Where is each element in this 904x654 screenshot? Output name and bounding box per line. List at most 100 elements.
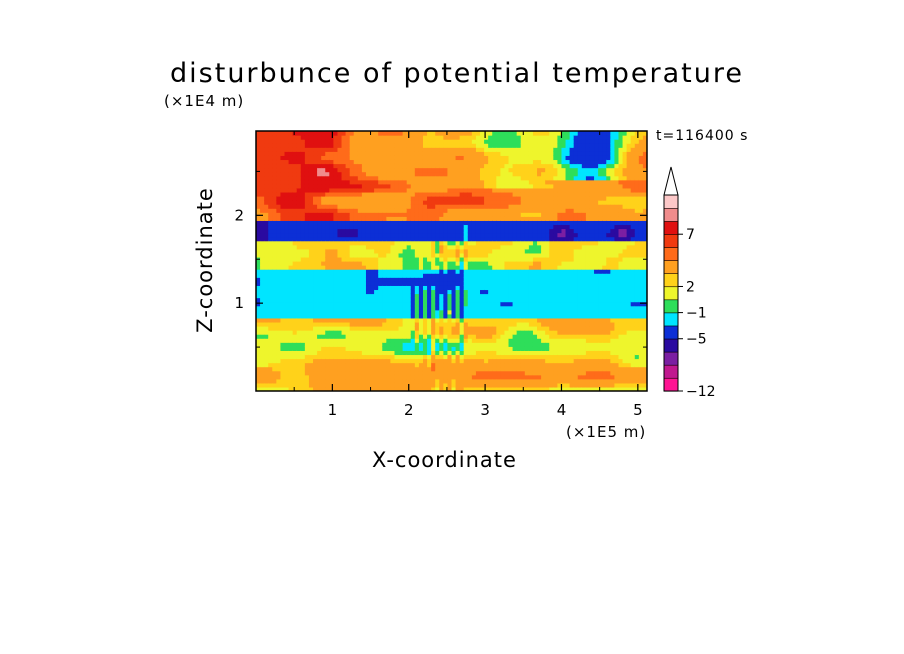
heatmap-cell — [467, 321, 473, 327]
heatmap-cell — [382, 265, 387, 270]
heatmap-cell — [292, 338, 298, 343]
heatmap-cell — [512, 179, 518, 185]
heatmap-cell — [504, 216, 510, 221]
heatmap-cell — [516, 232, 522, 238]
heatmap-cell — [414, 159, 420, 165]
heatmap-cell — [545, 131, 550, 136]
heatmap-cell — [435, 317, 440, 323]
heatmap-cell — [504, 232, 510, 238]
heatmap-cell — [480, 212, 485, 217]
heatmap-cell — [435, 334, 440, 339]
heatmap-cell — [422, 236, 428, 242]
heatmap-cell — [300, 370, 306, 376]
heatmap-cell — [557, 297, 563, 303]
heatmap-cell — [284, 236, 290, 242]
heatmap-cell — [418, 366, 424, 372]
heatmap-cell — [345, 326, 351, 331]
heatmap-cell — [508, 338, 514, 343]
heatmap-cell — [365, 313, 371, 319]
heatmap-cell — [512, 248, 518, 254]
heatmap-cell — [398, 330, 404, 335]
heatmap-cell — [504, 208, 510, 213]
heatmap-cell — [504, 187, 510, 193]
heatmap-cell — [561, 220, 567, 226]
heatmap-cell — [329, 289, 334, 295]
heatmap-cell — [402, 386, 408, 391]
heatmap-cell — [569, 187, 575, 193]
heatmap-cell — [321, 366, 326, 372]
heatmap-cell — [484, 326, 489, 331]
heatmap-cell — [268, 378, 273, 384]
heatmap-cell — [374, 216, 379, 221]
heatmap-cell — [402, 183, 408, 189]
heatmap-cell — [361, 139, 367, 144]
heatmap-cell — [406, 269, 412, 274]
heatmap-cell — [374, 386, 379, 391]
heatmap-cell — [260, 317, 265, 323]
heatmap-cell — [394, 252, 400, 258]
heatmap-cell — [504, 297, 510, 303]
heatmap-cell — [349, 301, 355, 307]
heatmap-cell — [313, 204, 318, 209]
heatmap-cell — [300, 261, 306, 266]
heatmap-cell — [496, 252, 501, 258]
heatmap-cell — [256, 240, 261, 246]
heatmap-cell — [435, 147, 440, 152]
heatmap-cell — [308, 220, 314, 226]
heatmap-cell — [264, 326, 269, 331]
heatmap-cell — [292, 216, 298, 221]
heatmap-cell — [541, 143, 546, 148]
heatmap-cell — [325, 248, 330, 254]
heatmap-cell — [537, 200, 542, 205]
heatmap-cell — [561, 171, 567, 177]
heatmap-cell — [398, 183, 404, 189]
heatmap-cell — [317, 175, 322, 181]
heatmap-cell — [516, 175, 522, 181]
heatmap-cell — [492, 374, 497, 380]
heatmap-cell — [516, 159, 522, 165]
heatmap-cell — [427, 208, 432, 213]
heatmap-cell — [272, 265, 277, 270]
heatmap-cell — [451, 334, 457, 339]
heatmap-cell — [304, 358, 310, 364]
heatmap-cell — [504, 200, 510, 205]
heatmap-cell — [553, 269, 558, 274]
heatmap-cell — [496, 350, 501, 356]
heatmap-cell — [500, 163, 506, 169]
heatmap-cell — [492, 277, 497, 282]
heatmap-cell — [475, 362, 481, 368]
heatmap-cell — [317, 297, 322, 303]
heatmap-cell — [361, 277, 367, 282]
heatmap-cell — [557, 167, 563, 173]
heatmap-cell — [553, 175, 558, 181]
heatmap-cell — [260, 159, 265, 165]
heatmap-cell — [394, 196, 400, 201]
heatmap-cell — [276, 313, 282, 319]
heatmap-cell — [439, 196, 444, 201]
heatmap-cell — [475, 163, 481, 169]
heatmap-cell — [374, 289, 379, 295]
heatmap-cell — [451, 301, 457, 307]
heatmap-cell — [459, 232, 465, 238]
heatmap-cell — [431, 244, 436, 250]
heatmap-cell — [512, 378, 518, 384]
heatmap-cell — [361, 220, 367, 226]
heatmap-cell — [345, 143, 351, 148]
heatmap-cell — [272, 139, 277, 144]
heatmap-cell — [378, 228, 383, 234]
heatmap-cell — [557, 220, 563, 226]
heatmap-cell — [537, 151, 542, 156]
heatmap-cell — [300, 171, 306, 177]
heatmap-cell — [365, 273, 371, 278]
heatmap-cell — [565, 330, 571, 335]
heatmap-cell — [459, 244, 465, 250]
heatmap-cell — [268, 374, 273, 380]
heatmap-cell — [475, 342, 481, 347]
heatmap-cell — [382, 281, 387, 286]
heatmap-cell — [386, 151, 391, 156]
heatmap-cell — [447, 232, 453, 238]
heatmap-cell — [414, 131, 420, 136]
heatmap-cell — [512, 265, 518, 270]
heatmap-cell — [475, 370, 481, 376]
heatmap-cell — [435, 208, 440, 213]
